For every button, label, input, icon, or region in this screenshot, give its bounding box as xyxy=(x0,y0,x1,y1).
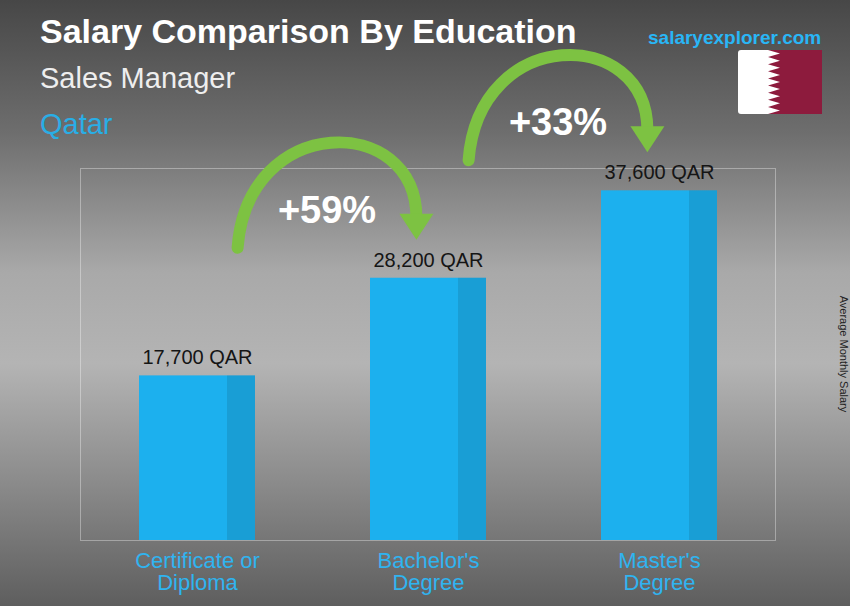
svg-text:Average Monthly Salary: Average Monthly Salary xyxy=(838,296,850,413)
html-text:salaryexplorer.com: salaryexplorer.com xyxy=(648,27,822,48)
svg-text:Certificate orDiploma: Certificate orDiploma xyxy=(135,548,260,595)
svg-text:28,200 QAR: 28,200 QAR xyxy=(373,249,483,271)
svg-text:Bachelor'sDegree: Bachelor'sDegree xyxy=(377,548,479,595)
html-text:Qatar: Qatar xyxy=(40,108,113,140)
svg-text:37,600 QAR: 37,600 QAR xyxy=(604,161,714,183)
html-text:Salary Comparison By Education: Salary Comparison By Education xyxy=(40,12,577,50)
html-text:Sales Manager: Sales Manager xyxy=(40,62,236,94)
svg-text:+59%: +59% xyxy=(278,189,376,231)
svg-text:Master'sDegree: Master'sDegree xyxy=(618,548,700,595)
svg-text:+33%: +33% xyxy=(509,101,607,143)
svg-text:17,700 QAR: 17,700 QAR xyxy=(142,346,252,368)
